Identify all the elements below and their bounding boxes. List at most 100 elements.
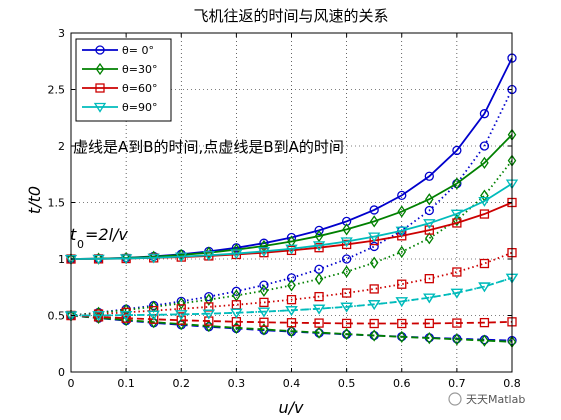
a-to-b-marker <box>341 318 352 329</box>
y-tick-label: 0.5 <box>48 310 66 323</box>
b-to-a-marker <box>204 302 214 312</box>
a-to-b-marker <box>149 316 158 329</box>
watermark: 天天Matlab <box>448 392 525 406</box>
a-to-b-marker <box>286 318 297 328</box>
a-to-b-marker <box>369 329 379 342</box>
a-to-b-marker <box>452 318 462 328</box>
a-to-b-line <box>70 314 513 343</box>
round-trip-marker <box>397 231 407 241</box>
b-to-a-marker <box>425 232 434 245</box>
round-trip-marker <box>395 226 408 237</box>
a-to-b-marker <box>423 293 436 304</box>
a-to-b-line <box>70 314 513 325</box>
legend-marker <box>95 62 105 76</box>
a-to-b-marker <box>450 288 464 299</box>
b-to-a-marker <box>204 291 214 302</box>
a-to-b-marker <box>452 333 462 346</box>
b-to-a-marker <box>204 293 214 306</box>
round-trip-marker <box>452 177 462 190</box>
b-to-a-marker <box>342 265 351 278</box>
x-axis-label: u/v <box>279 398 305 417</box>
b-to-a-marker <box>314 272 324 286</box>
a-to-b-marker <box>314 326 324 339</box>
b-to-a-marker <box>397 279 407 289</box>
x-tick-label: 0.5 <box>338 377 356 390</box>
b-to-a-marker <box>176 304 186 314</box>
round-trip-marker <box>230 249 243 260</box>
round-trip-marker <box>204 246 214 259</box>
watermark-text: 天天Matlab <box>466 393 525 406</box>
a-to-b-marker <box>425 331 434 345</box>
legend-label: θ=60° <box>122 82 157 95</box>
a-to-b-marker <box>314 318 324 328</box>
round-trip-line <box>70 182 513 260</box>
round-trip-marker <box>478 196 491 207</box>
x-tick-label: 0.1 <box>117 377 135 390</box>
b-to-a-marker <box>452 267 462 277</box>
a-to-b-marker <box>478 282 491 293</box>
y-tick-label: 1 <box>58 253 65 266</box>
legend-marker <box>93 102 107 113</box>
a-to-b-marker <box>369 318 379 329</box>
round-trip-marker <box>119 254 133 265</box>
round-trip-marker <box>423 219 436 230</box>
legend: θ= 0° θ=30° θ=60° θ=90° <box>75 38 172 122</box>
formula-t: t <box>70 225 77 244</box>
legend-entry: θ=90° <box>82 101 157 114</box>
round-trip-marker <box>479 109 490 119</box>
round-trip-marker <box>369 215 379 228</box>
a-to-b-marker <box>287 324 296 338</box>
a-to-b-marker <box>176 317 186 331</box>
tick-layer: 0 0.1 0.2 0.3 0.4 0.5 0.6 0.7 0.8 0 0.5 1 1.5 2 2.5 3 <box>48 27 521 390</box>
round-trip-marker <box>92 254 105 265</box>
line-style-note: 虚线是A到B的时间,点虚线是B到A的时间 <box>73 138 344 156</box>
round-trip-marker <box>341 239 352 250</box>
a-to-b-marker <box>340 302 353 313</box>
a-to-b-marker <box>92 311 105 322</box>
a-to-b-marker <box>147 310 160 321</box>
b-to-a-marker <box>424 274 434 284</box>
round-trip-marker <box>342 223 351 236</box>
round-trip-marker <box>452 145 462 156</box>
b-to-a-marker <box>259 280 269 290</box>
round-trip-marker <box>424 225 434 235</box>
legend-label: θ=90° <box>122 101 157 114</box>
round-trip-marker <box>480 156 489 169</box>
b-to-a-marker <box>176 297 186 310</box>
b-to-a-line <box>70 251 513 317</box>
x-tick-label: 0.4 <box>283 377 301 390</box>
y-tick-label: 0 <box>58 366 65 379</box>
x-tick-label: 0 <box>68 377 75 390</box>
round-trip-marker <box>314 229 324 243</box>
round-trip-marker <box>147 253 160 264</box>
round-trip-marker <box>314 243 324 253</box>
round-trip-marker <box>450 209 464 220</box>
round-trip-marker <box>257 247 271 258</box>
b-to-a-marker <box>369 256 379 269</box>
a-to-b-marker <box>257 307 271 318</box>
chart-title: 飞机往返的时间与风速的关系 <box>193 7 388 25</box>
wechat-icon <box>448 392 462 406</box>
round-trip-marker <box>424 171 434 181</box>
b-to-a-marker <box>479 141 490 151</box>
a-to-b-marker <box>368 300 381 311</box>
round-trip-marker <box>369 205 379 215</box>
legend-label: θ= 0° <box>122 44 154 57</box>
a-to-b-marker <box>285 306 298 317</box>
a-to-b-marker <box>397 318 407 329</box>
a-to-b-marker <box>119 311 133 321</box>
legend-marker <box>95 83 105 93</box>
b-to-a-marker <box>369 241 379 252</box>
round-trip-marker <box>397 190 407 201</box>
round-trip-marker <box>202 251 215 261</box>
a-to-b-marker <box>342 327 351 341</box>
b-to-a-marker <box>369 284 379 294</box>
legend-marker <box>95 45 105 55</box>
b-to-a-marker <box>314 291 324 302</box>
formula-rest: =2l/v <box>85 225 128 244</box>
round-trip-marker <box>312 241 326 252</box>
b-to-a-marker <box>286 273 297 283</box>
round-trip-marker <box>314 225 324 236</box>
a-to-b-marker <box>121 313 131 323</box>
